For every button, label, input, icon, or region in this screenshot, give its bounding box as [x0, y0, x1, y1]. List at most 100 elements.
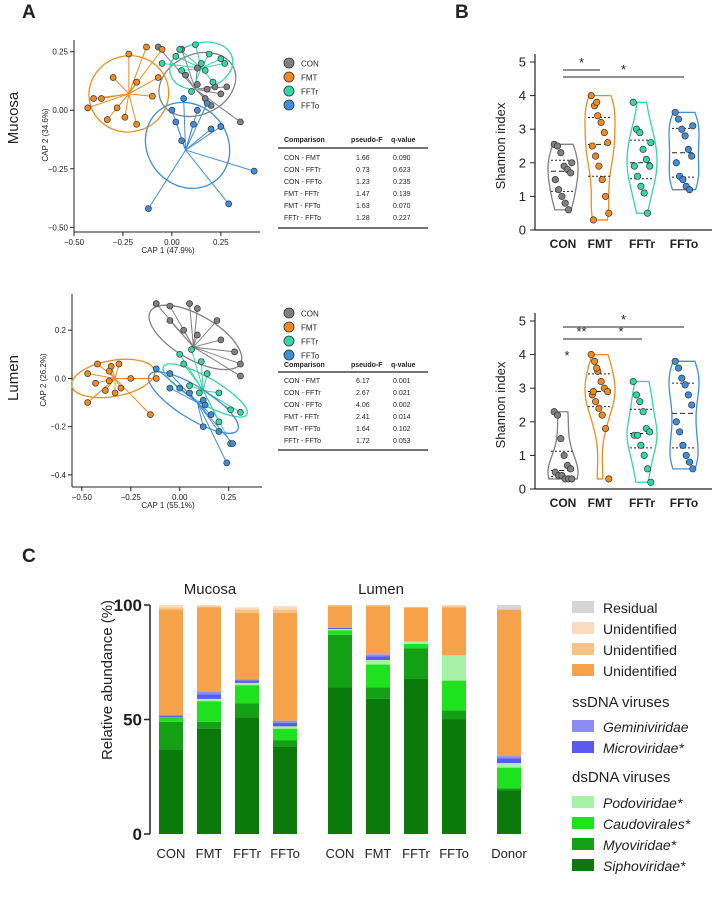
fftr-spoke — [191, 349, 204, 391]
table-cell-pseudo-f: 4.06 — [356, 402, 370, 409]
fmt-spoke — [114, 378, 151, 415]
fmt-point — [103, 116, 111, 123]
table-cell-q-value: 0.623 — [393, 167, 411, 174]
table-cell-comparison: CON - FFTr — [284, 167, 321, 174]
mucosa-side-label: Mucosa — [5, 91, 22, 144]
table-cell-q-value: 0.139 — [393, 191, 411, 198]
x-tick-label: 0.00 — [164, 238, 180, 247]
con-spoke — [193, 339, 221, 348]
legend-unidentified-label: Unidentified — [603, 621, 677, 637]
bar-category-label: CON — [157, 846, 186, 861]
lumen-cap-plot: 0.2 0.0 −0.2 −0.4 −0.50 −0.25 0.00 0.25 CAP 2 … — [39, 294, 262, 510]
fmt-spoke — [128, 77, 159, 95]
ffto-sample-point — [685, 458, 694, 466]
legend-podoviridae-label: Podoviridae* — [603, 795, 683, 811]
fftr-spoke — [191, 67, 202, 92]
fmt-point — [113, 104, 121, 112]
legend-fmt-marker — [283, 71, 295, 83]
legend-residual-label: Residual — [603, 600, 657, 616]
fmt-spoke — [124, 93, 130, 118]
bar-segment — [235, 682, 259, 686]
bar-segment — [366, 654, 390, 657]
bar-segment — [197, 701, 221, 722]
con-point — [203, 85, 211, 93]
lumen-side-label: Lumen — [5, 355, 22, 401]
fmt-sample-point — [605, 475, 613, 483]
fmt-point — [90, 95, 97, 102]
ffto-sample-point — [674, 364, 683, 372]
con-spoke — [193, 346, 241, 365]
legend-swatch — [572, 664, 594, 676]
ffto-point — [190, 120, 197, 128]
fmt-point — [94, 360, 101, 368]
ffto-spoke — [196, 402, 204, 427]
ffto-spoke — [185, 149, 255, 172]
table-cell-pseudo-f: 0.73 — [356, 167, 370, 174]
fmt-sample-point — [593, 98, 601, 106]
legend-con-label: CON — [301, 60, 319, 69]
bar-segment — [404, 678, 428, 834]
legend-swatch — [572, 741, 594, 753]
ffto-spoke — [196, 402, 228, 464]
y-tick-label: 50 — [123, 711, 142, 730]
fmt-point — [92, 379, 99, 387]
fmt-sample-point — [595, 404, 603, 412]
table-cell-comparison: FMT - FFTr — [284, 414, 320, 421]
bar-segment — [197, 694, 221, 699]
con-point — [166, 302, 174, 310]
legend-myoviridae-label: Myoviridae* — [603, 837, 677, 853]
legend-fftr-label: FFTr — [301, 88, 318, 97]
fmt-sample-point — [592, 152, 600, 160]
fftr-spoke — [183, 363, 204, 391]
fftr-point — [209, 78, 217, 86]
con-sample-point — [553, 142, 562, 150]
table-cell-comparison: CON - FFTr — [284, 390, 321, 397]
con-point — [217, 336, 225, 344]
table-header: pseudo-F — [351, 137, 383, 144]
ffto-sample-point — [681, 381, 689, 389]
legend-unidentified-label: Unidentified — [603, 642, 677, 658]
bar-segment — [404, 607, 428, 642]
bar-segment — [497, 609, 521, 757]
con-sample-point — [553, 411, 562, 419]
bar-segment — [273, 740, 297, 747]
ffto-point — [176, 384, 184, 392]
fftr-point — [237, 408, 244, 416]
ffto-spoke — [183, 98, 187, 151]
bar-category-label: FMT — [196, 846, 223, 861]
fmt-spoke — [128, 93, 153, 97]
legend-ffto-marker — [283, 99, 295, 111]
con-sample-point — [558, 192, 566, 200]
ffto-sample-point — [684, 145, 692, 153]
legend-con-marker — [283, 307, 295, 319]
ffto-point — [199, 423, 207, 431]
bar-segment — [235, 680, 259, 683]
ffto-sample-point — [671, 357, 679, 365]
fmt-sample-point — [597, 377, 605, 386]
fmt-point — [105, 367, 113, 375]
y-tick-label: −0.2 — [50, 423, 66, 432]
bar-segment — [159, 607, 183, 610]
lumen-group-label: Lumen — [358, 581, 404, 598]
ffto-spoke — [185, 126, 222, 151]
con-sample-point — [568, 159, 576, 167]
bar-category-label: FFTr — [233, 846, 261, 861]
ffto-sample-point — [678, 374, 686, 382]
fmt-sample-point — [598, 176, 606, 184]
ffto-spoke — [169, 387, 198, 404]
legend-swatch — [572, 859, 594, 871]
mucosa-x-axis-label: CAP 1 (47.9%) — [141, 246, 195, 255]
ffto-sample-point — [681, 132, 689, 140]
bar-segment — [328, 627, 352, 630]
legend-ffto-label: FFTo — [301, 352, 320, 361]
y-tick-label: 3 — [519, 381, 526, 396]
bar-segment — [197, 607, 221, 693]
fftr-sample-point — [643, 465, 652, 473]
y-tick-label: 0.25 — [52, 48, 68, 57]
fmt-point — [98, 95, 105, 102]
table-cell-comparison: FMT - FFTr — [284, 191, 320, 198]
bar-segment — [442, 605, 466, 607]
bar-segment — [404, 641, 428, 644]
ffto-sample-point — [672, 418, 680, 426]
fftr-point — [227, 406, 235, 414]
